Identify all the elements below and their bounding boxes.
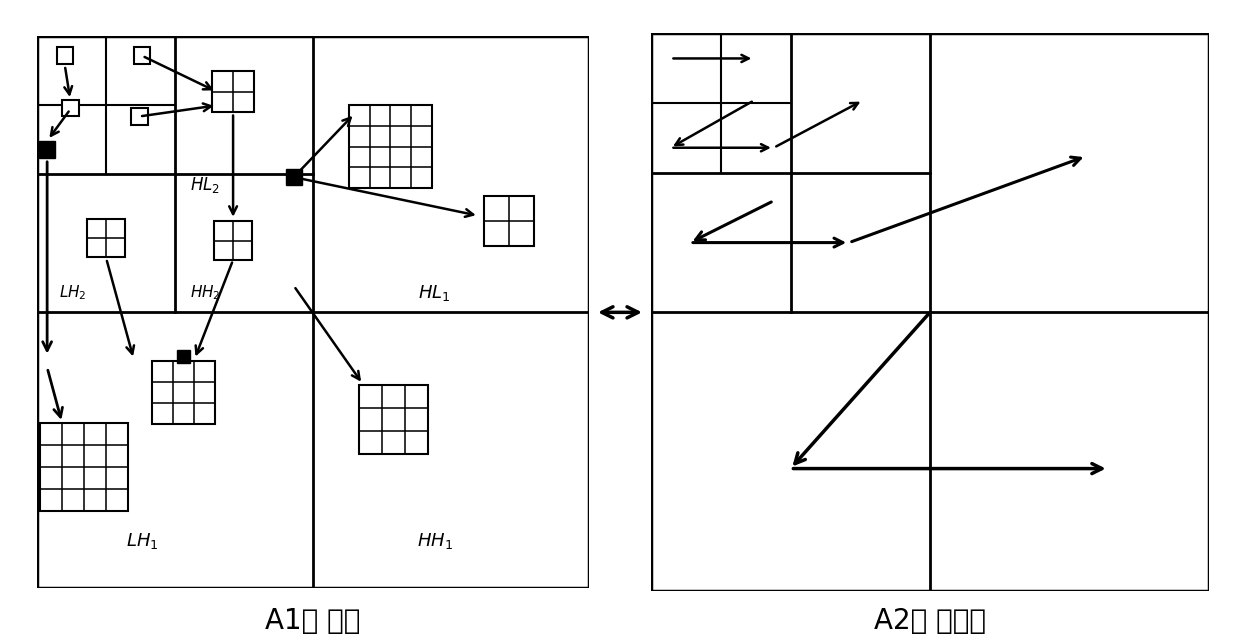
Text: $LH_2$: $LH_2$ [60, 283, 87, 303]
Bar [358, 386, 428, 455]
Bar [151, 361, 216, 424]
Bar [286, 169, 301, 185]
Text: A1： 框图: A1： 框图 [265, 607, 361, 636]
Bar [62, 100, 78, 117]
Bar [176, 350, 190, 363]
Bar [57, 48, 73, 64]
Text: $HH_1$: $HH_1$ [417, 531, 453, 551]
Text: $HL_2$: $HL_2$ [191, 175, 221, 195]
Bar [348, 106, 432, 188]
Bar [484, 196, 533, 246]
Bar [213, 222, 253, 260]
Bar [87, 218, 125, 257]
Bar [38, 141, 56, 158]
Bar [131, 108, 148, 125]
Bar [134, 48, 150, 64]
Text: A2： 折线图: A2： 折线图 [874, 607, 986, 636]
Text: $HL_1$: $HL_1$ [418, 283, 450, 303]
Bar [40, 422, 128, 511]
Bar [212, 71, 254, 112]
Text: $LH_1$: $LH_1$ [125, 531, 159, 551]
Text: $HH_2$: $HH_2$ [190, 283, 221, 303]
